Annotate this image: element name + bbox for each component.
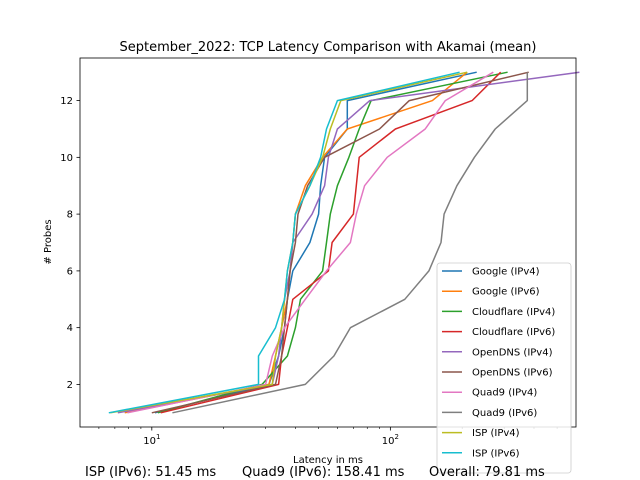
series-line-6 (127, 71, 494, 414)
legend-label-8: ISP (IPv4) (472, 428, 520, 439)
x-tick-label-1: 102 (382, 433, 399, 447)
legend-frame (436, 262, 572, 474)
legend-label-7: Quad9 (IPv6) (472, 408, 537, 419)
series-line-9 (108, 71, 460, 414)
series-line-5 (151, 71, 529, 414)
legend-label-5: OpenDNS (IPv6) (472, 368, 553, 379)
footer-isp-mean: ISP (IPv6): 51.45 ms (85, 465, 217, 480)
footer-overall-mean: Overall: 79.81 ms (429, 465, 545, 480)
legend-label-3: Cloudflare (IPv6) (472, 327, 555, 338)
y-tick-label-1: 4 (67, 323, 73, 334)
y-tick-label-5: 12 (60, 96, 73, 107)
axes-ticks: 101 102 2 4 6 8 10 12 (60, 96, 558, 447)
legend-label-0: Google (IPv4) (472, 267, 540, 278)
legend-label-2: Cloudflare (IPv4) (472, 307, 555, 318)
axes-frame (79, 57, 577, 428)
legend-label-1: Google (IPv6) (472, 287, 540, 298)
series-line-2 (157, 71, 508, 414)
plot-series (108, 71, 580, 414)
legend-label-4: OpenDNS (IPv4) (472, 347, 553, 358)
x-tick-label-0: 101 (143, 433, 160, 447)
chart-title: September_2022: TCP Latency Comparison w… (120, 40, 537, 55)
legend-label-9: ISP (IPv6) (472, 448, 520, 459)
legend-label-6: Quad9 (IPv4) (472, 388, 537, 399)
series-line-7 (172, 72, 529, 414)
y-axis-label: # Probes (43, 219, 54, 264)
legend: Google (IPv4) Google (IPv6) Cloudflare (IP… (436, 262, 572, 474)
y-tick-label-4: 10 (60, 153, 73, 164)
y-tick-label-2: 6 (67, 266, 73, 277)
y-tick-label-0: 2 (67, 380, 73, 391)
footer-quad9-mean: Quad9 (IPv6): 158.41 ms (242, 465, 405, 480)
y-tick-label-3: 8 (67, 210, 73, 221)
x-axis-label: Latency in ms (293, 455, 363, 466)
